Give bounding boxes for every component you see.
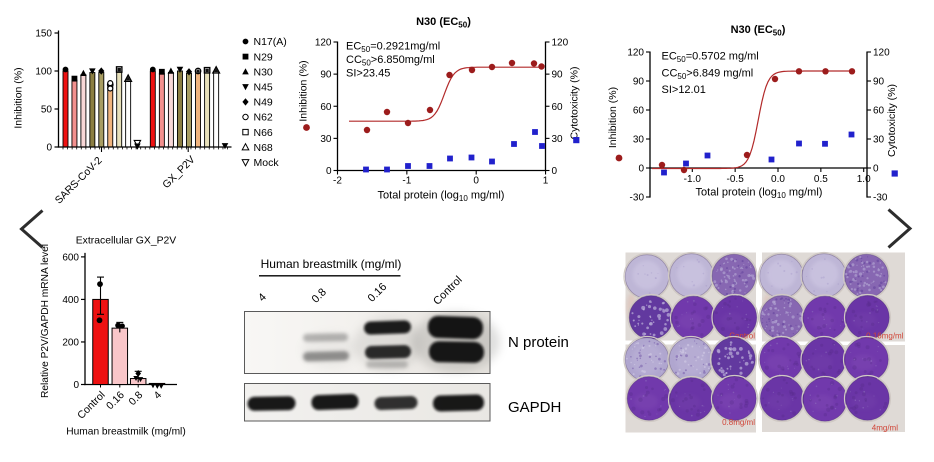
svg-text:N29: N29 <box>254 51 273 63</box>
svg-text:90: 90 <box>633 77 645 88</box>
svg-text:-30: -30 <box>873 193 888 204</box>
svg-text:0: 0 <box>473 176 479 187</box>
svg-text:90: 90 <box>320 70 332 81</box>
svg-text:N protein: N protein <box>508 334 569 351</box>
svg-text:Cytotoxicity (%): Cytotoxicity (%) <box>886 84 898 157</box>
svg-text:0: 0 <box>326 166 332 177</box>
svg-text:CC50>6.849 mg/ml: CC50>6.849 mg/ml <box>662 68 754 81</box>
svg-text:0: 0 <box>73 380 79 391</box>
svg-text:Total protein (log10 mg/ml): Total protein (log10 mg/ml) <box>378 190 505 203</box>
svg-text:N49: N49 <box>254 97 273 109</box>
svg-text:1.0: 1.0 <box>857 174 871 185</box>
svg-text:GAPDH: GAPDH <box>508 399 561 416</box>
svg-text:90: 90 <box>873 77 885 88</box>
svg-text:N68: N68 <box>254 142 273 154</box>
svg-text:Inhibition (%): Inhibition (%) <box>298 60 310 121</box>
svg-text:600: 600 <box>62 252 79 263</box>
svg-text:Mock: Mock <box>254 157 280 169</box>
svg-text:Human breastmilk (mg/ml): Human breastmilk (mg/ml) <box>261 257 402 271</box>
svg-text:1: 1 <box>543 176 549 187</box>
svg-text:60: 60 <box>552 102 564 113</box>
svg-text:60: 60 <box>633 106 645 117</box>
svg-text:-2: -2 <box>333 176 342 187</box>
svg-text:400: 400 <box>62 295 79 306</box>
svg-text:30: 30 <box>633 135 645 146</box>
svg-text:4mg/ml: 4mg/ml <box>872 424 898 433</box>
svg-text:0.0: 0.0 <box>771 174 785 185</box>
svg-text:N30 (EC50): N30 (EC50) <box>416 16 471 30</box>
svg-text:-0.5: -0.5 <box>727 174 745 185</box>
svg-text:N45: N45 <box>254 82 273 94</box>
svg-text:Inhibition (%): Inhibition (%) <box>13 67 25 128</box>
svg-text:0: 0 <box>638 164 644 175</box>
svg-text:N30 (EC50): N30 (EC50) <box>731 24 786 38</box>
svg-text:120: 120 <box>315 38 332 49</box>
svg-text:Inhibition (%): Inhibition (%) <box>607 87 619 148</box>
svg-text:30: 30 <box>552 134 564 145</box>
svg-text:Cytotoxicity (%): Cytotoxicity (%) <box>569 67 581 140</box>
svg-text:Relative P2V/GAPDH mRNA level: Relative P2V/GAPDH mRNA level <box>40 244 51 398</box>
svg-text:0.5: 0.5 <box>814 174 828 185</box>
svg-text:60: 60 <box>873 106 885 117</box>
svg-text:0: 0 <box>46 143 52 154</box>
svg-text:200: 200 <box>62 337 79 348</box>
svg-text:EC50=0.5702 mg/ml: EC50=0.5702 mg/ml <box>662 51 759 64</box>
svg-text:50: 50 <box>41 105 53 116</box>
svg-text:N30: N30 <box>254 66 273 78</box>
svg-text:30: 30 <box>320 134 332 145</box>
svg-text:N62: N62 <box>254 112 273 124</box>
svg-text:N66: N66 <box>254 127 273 139</box>
svg-text:60: 60 <box>320 102 332 113</box>
svg-text:Total protein (log10 mg/ml): Total protein (log10 mg/ml) <box>696 187 823 200</box>
svg-text:0.8mg/ml: 0.8mg/ml <box>722 418 755 427</box>
svg-text:N17(A): N17(A) <box>254 36 287 48</box>
svg-text:CC50>6.850mg/ml: CC50>6.850mg/ml <box>346 54 435 67</box>
svg-text:-30: -30 <box>630 193 645 204</box>
svg-text:SI>23.45: SI>23.45 <box>346 67 390 79</box>
svg-text:90: 90 <box>552 70 564 81</box>
svg-text:Human breastmilk (mg/ml): Human breastmilk (mg/ml) <box>66 427 185 438</box>
svg-text:120: 120 <box>627 48 644 59</box>
svg-text:30: 30 <box>873 135 885 146</box>
svg-text:Control: Control <box>729 332 755 341</box>
svg-text:120: 120 <box>873 48 890 59</box>
svg-text:-1: -1 <box>402 176 411 187</box>
svg-text:120: 120 <box>552 38 569 49</box>
svg-text:0: 0 <box>552 166 558 177</box>
svg-text:150: 150 <box>35 29 52 40</box>
svg-text:Extracellular GX_P2V: Extracellular GX_P2V <box>76 236 177 247</box>
svg-text:0: 0 <box>873 164 879 175</box>
svg-text:SI>12.01: SI>12.01 <box>662 84 706 96</box>
svg-text:100: 100 <box>35 67 52 78</box>
svg-text:-1.0: -1.0 <box>684 174 702 185</box>
svg-text:EC50=0.2921mg/ml: EC50=0.2921mg/ml <box>346 41 440 54</box>
svg-text:0.16mg/ml: 0.16mg/ml <box>866 332 904 341</box>
